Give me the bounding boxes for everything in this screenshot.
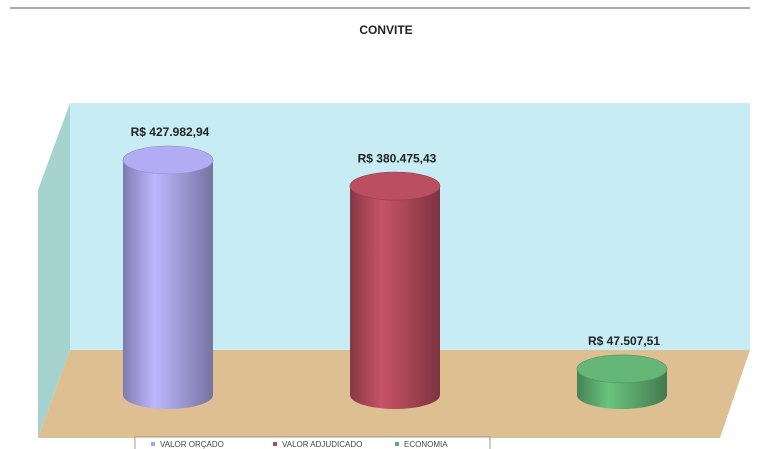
- cylinder: [576, 354, 668, 409]
- cylinder-top: [122, 145, 214, 175]
- cylinder: [349, 171, 441, 409]
- cylinder: [122, 145, 214, 409]
- cylinder-top: [349, 171, 441, 201]
- legend-label: ECONOMIA: [404, 440, 448, 449]
- data-label: R$ 427.982,94: [131, 125, 210, 139]
- legend-marker: [395, 442, 399, 446]
- cylinder-body: [123, 160, 213, 409]
- cylinder-top: [576, 354, 668, 384]
- legend-label: VALOR ORÇADO: [160, 440, 224, 449]
- data-label: R$ 47.507,51: [588, 334, 660, 348]
- chart-title: CONVITE: [359, 23, 412, 37]
- legend-marker: [151, 442, 155, 446]
- cylinder-body: [350, 186, 440, 409]
- legend: [134, 436, 491, 449]
- legend-label: VALOR ADJUDICADO: [282, 440, 362, 449]
- data-label: R$ 380.475,43: [358, 151, 437, 165]
- side-wall: [38, 103, 70, 438]
- legend-marker: [273, 442, 277, 446]
